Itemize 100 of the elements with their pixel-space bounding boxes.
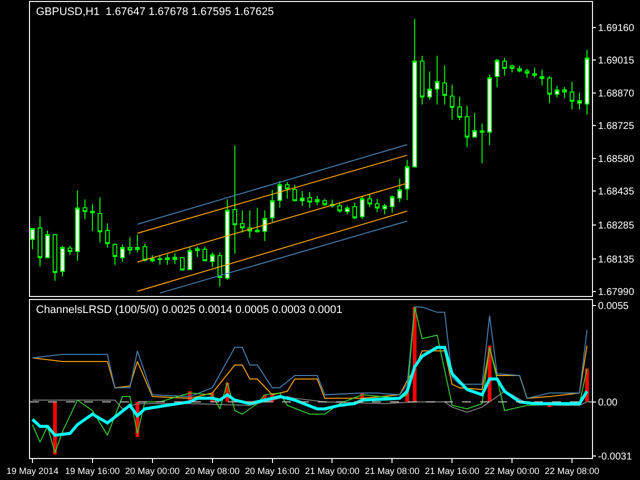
x-tick-label: 21 May 08:00 — [364, 466, 420, 476]
candlestick — [577, 92, 582, 110]
candlestick — [60, 245, 65, 277]
candlestick — [487, 74, 492, 146]
candlestick — [352, 202, 358, 220]
y-tick-label: 0.00 — [598, 397, 618, 408]
candlestick — [547, 76, 552, 104]
candlestick — [472, 112, 477, 138]
candlestick — [390, 194, 395, 214]
y-tick-label: 1.69160 — [598, 23, 635, 34]
candlestick — [105, 222, 110, 248]
candlestick — [45, 230, 50, 258]
chart-title: ChannelsLRSD (100/5/0) 0.0025 0.0014 0.0005 0.0003 0.0001 — [36, 304, 342, 316]
candlestick — [517, 65, 522, 73]
candlestick — [262, 210, 268, 242]
x-tick-label: 22 May 08:00 — [544, 466, 600, 476]
line-series — [31, 346, 588, 437]
candlestick — [442, 64, 447, 106]
candlestick — [524, 68, 530, 78]
candlestick — [367, 194, 372, 208]
candlestick — [277, 180, 282, 208]
y-tick-label: 1.68580 — [598, 154, 635, 165]
y-tick-label: 1.68870 — [598, 88, 635, 100]
candlestick — [314, 196, 320, 206]
chart-title: GBPUSD,H1 1.67647 1.67678 1.67595 1.67625 — [36, 6, 274, 18]
y-tick-label: 1.67990 — [598, 286, 635, 298]
candlestick — [128, 236, 132, 255]
y-tick-label: -0.0031 — [598, 452, 632, 463]
x-tick-label: 22 May 00:00 — [484, 466, 540, 476]
candlestick — [480, 123, 484, 164]
x-tick-label: 21 May 16:00 — [424, 466, 480, 476]
y-tick-label: 0.0055 — [598, 300, 630, 312]
candlestick — [584, 49, 590, 116]
candlestick — [224, 198, 230, 280]
y-tick-label: 1.68725 — [598, 121, 635, 132]
candlestick — [420, 55, 424, 106]
candlestick — [457, 96, 462, 121]
line-series — [32, 306, 588, 399]
candlestick — [374, 198, 380, 213]
candlestick — [165, 254, 170, 266]
candlestick — [188, 246, 192, 270]
candlestick — [284, 181, 290, 200]
candlestick — [494, 58, 500, 88]
candlestick — [300, 190, 305, 206]
candlestick — [38, 216, 42, 267]
candlestick — [150, 254, 155, 263]
candlestick — [397, 178, 402, 203]
candlestick — [434, 55, 440, 106]
candlestick — [337, 202, 342, 214]
x-tick-label: 20 May 08:00 — [185, 466, 240, 476]
candlestick — [180, 257, 185, 272]
candlestick — [142, 243, 148, 262]
candlestick — [90, 204, 95, 232]
candlestick — [292, 184, 298, 202]
candlestick — [404, 159, 410, 201]
y-tick-label: 1.68435 — [598, 186, 635, 198]
candlestick — [202, 246, 208, 262]
candlestick — [382, 203, 388, 215]
candlestick — [360, 196, 365, 220]
candlestick — [172, 252, 178, 265]
candlestick — [510, 64, 514, 73]
candlestick — [450, 84, 454, 120]
candlestick — [135, 234, 140, 253]
candlestick — [68, 245, 72, 256]
y-tick-label: 1.68285 — [598, 220, 635, 232]
candlestick — [307, 191, 312, 208]
candlestick — [254, 207, 260, 234]
line-series — [32, 306, 588, 454]
x-tick-label: 19 May 2014 — [6, 466, 59, 476]
x-tick-label: 20 May 00:00 — [125, 466, 180, 476]
candlestick — [75, 190, 80, 262]
candlestick — [112, 242, 118, 266]
candlestick — [240, 210, 245, 234]
y-tick-label: 1.69015 — [598, 56, 635, 67]
candlestick — [562, 86, 567, 98]
candlestick — [322, 198, 328, 206]
candlestick — [270, 189, 275, 222]
x-tick-label: 21 May 00:00 — [304, 466, 360, 476]
y-tick-label: 1.68135 — [598, 254, 635, 266]
candlestick — [82, 198, 88, 220]
candlestick — [120, 244, 125, 262]
line-series — [32, 345, 588, 399]
candlestick — [218, 252, 222, 288]
candlestick — [532, 67, 537, 78]
candlestick — [195, 246, 200, 258]
x-tick-label: 20 May 16:00 — [245, 466, 300, 476]
candlestick — [210, 252, 215, 268]
x-tick-label: 19 May 16:00 — [65, 466, 120, 476]
candlestick — [412, 18, 417, 168]
candlestick — [52, 234, 58, 282]
candlestick — [570, 81, 574, 110]
candlestick — [158, 255, 162, 266]
candlestick — [98, 196, 102, 244]
candlestick — [540, 69, 544, 86]
candlestick — [502, 57, 507, 76]
candlestick — [464, 105, 470, 148]
candlestick — [427, 71, 432, 100]
candlestick — [344, 205, 350, 215]
candlestick — [232, 144, 238, 254]
candlestick — [554, 85, 560, 98]
